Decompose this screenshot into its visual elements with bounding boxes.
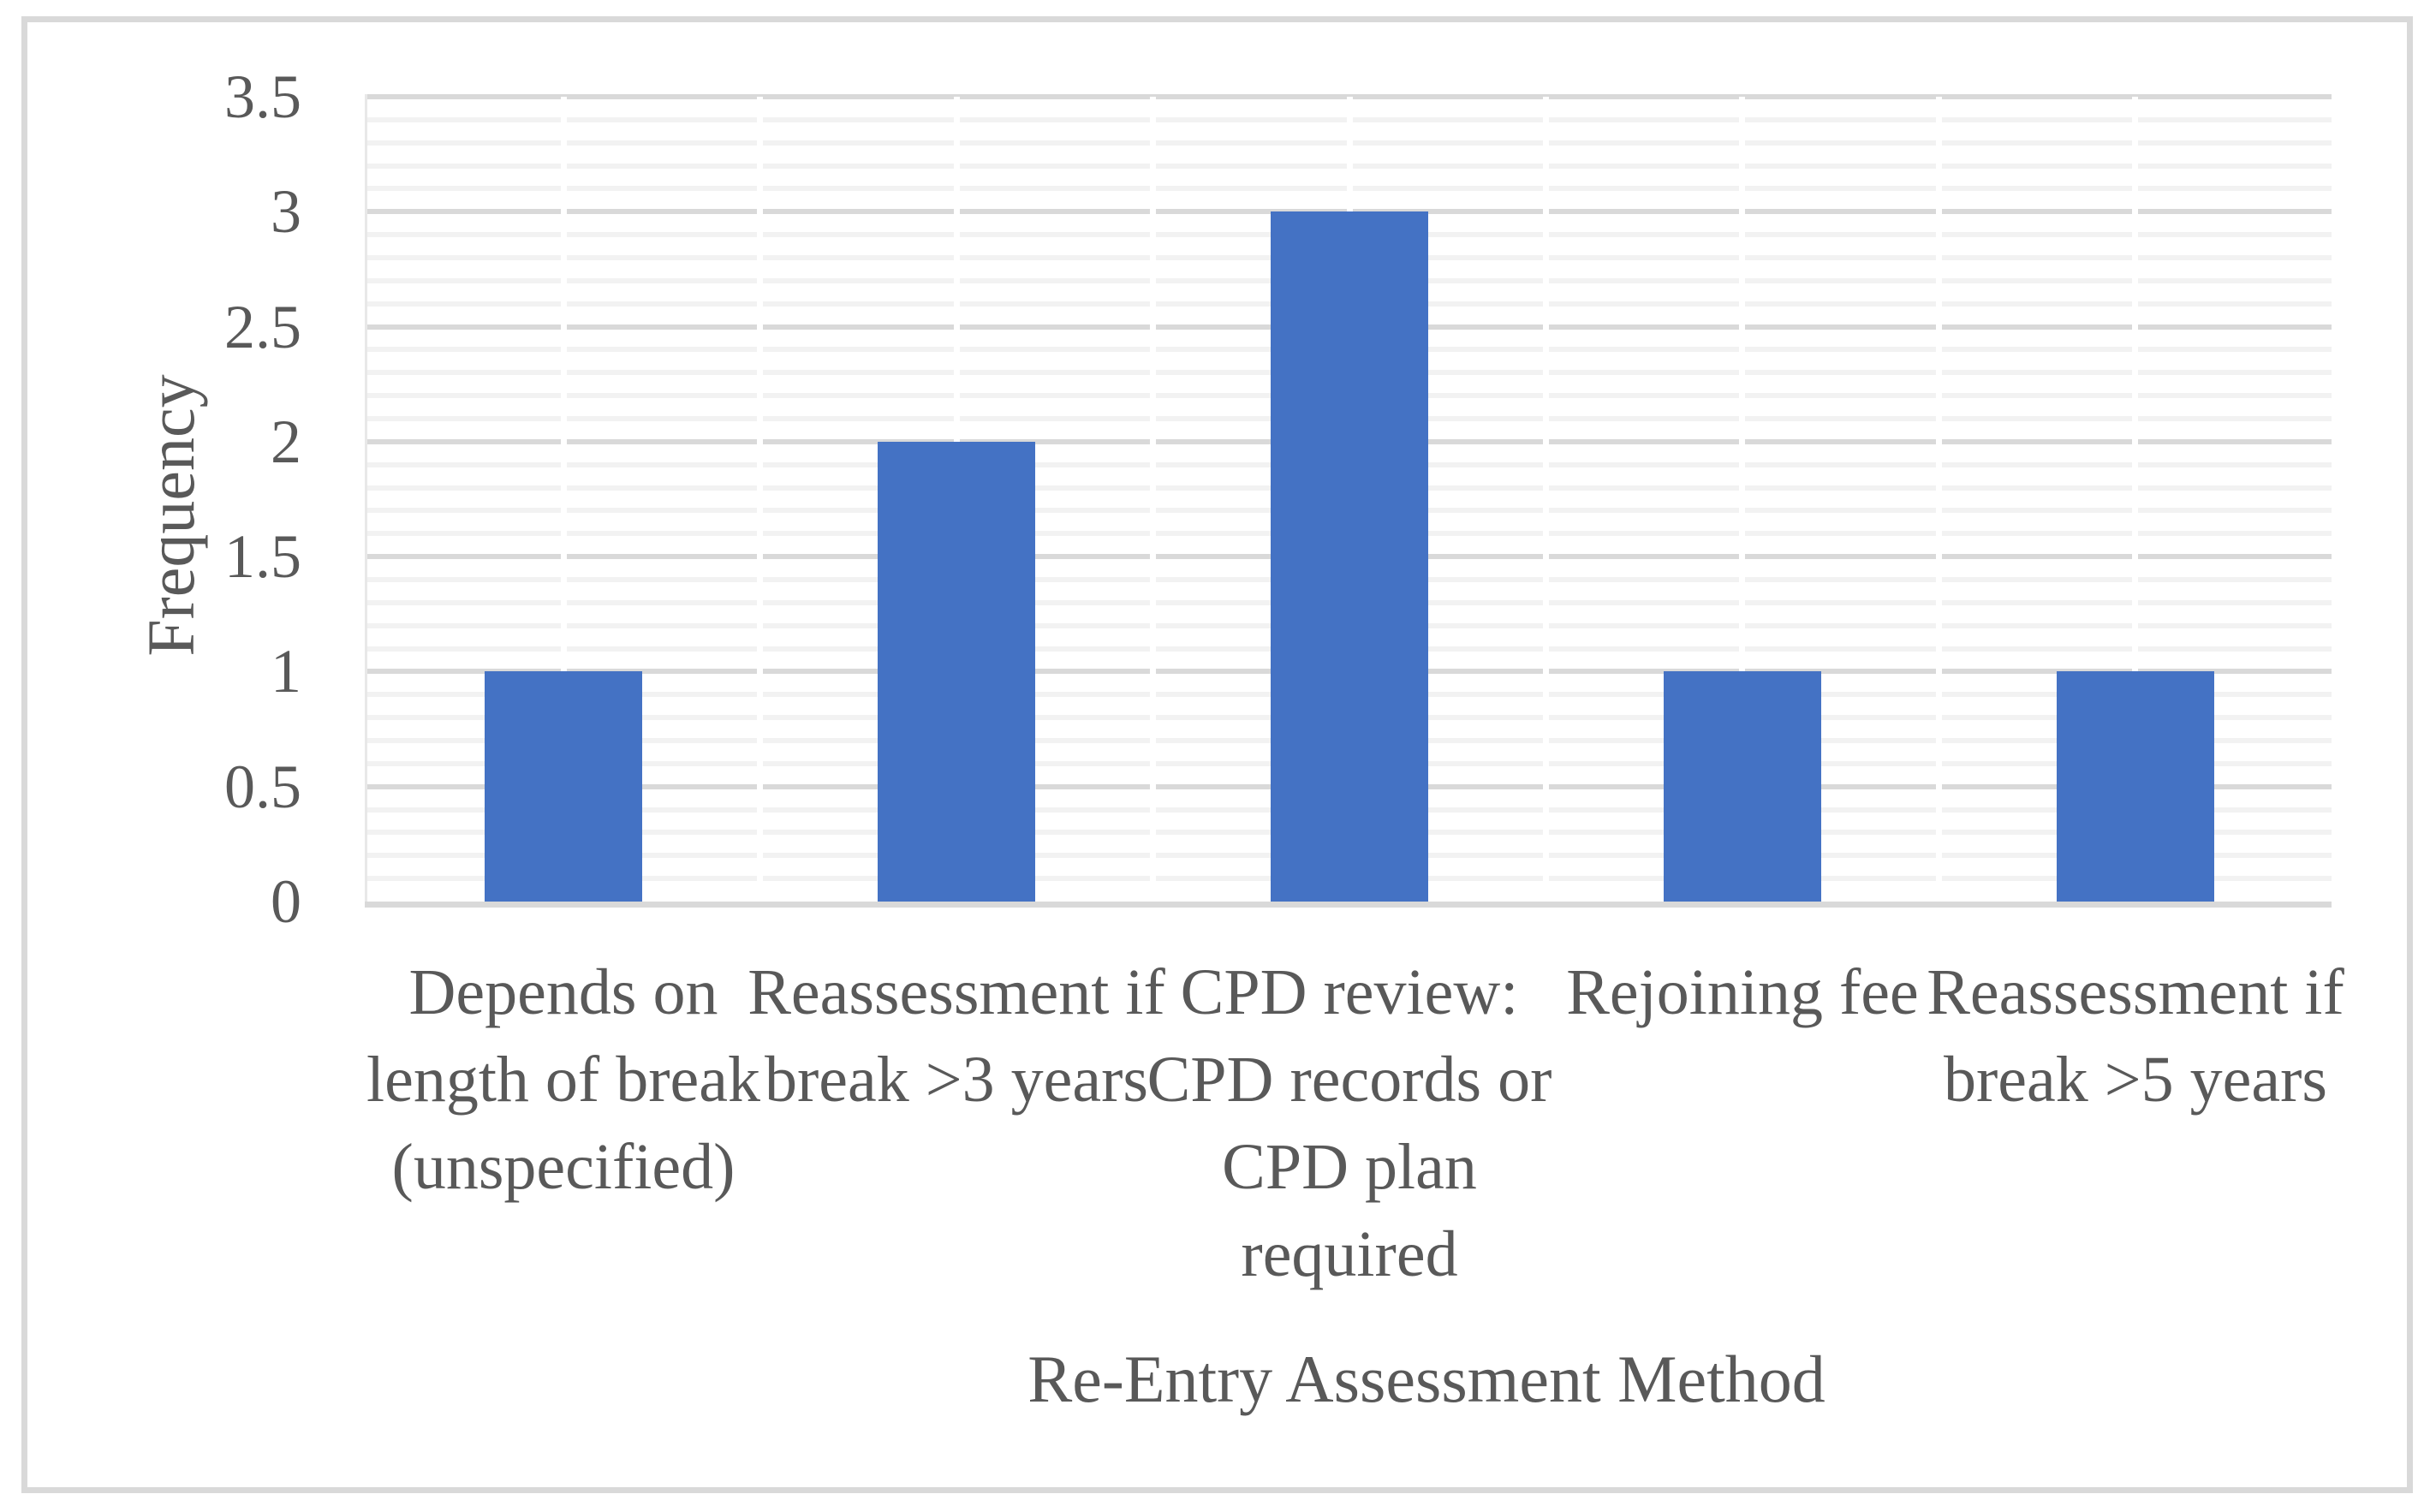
vertical-gridline [757,97,764,902]
vertical-gridline [1150,97,1157,902]
vertical-gridline [2132,97,2139,902]
vertical-gridline [560,97,567,902]
x-category-label: Reassessment if break >3 years [747,956,1165,1116]
x-axis-title: Re-Entry Assessment Method [1027,1342,1825,1416]
y-tick-label: 3 [271,177,301,247]
vertical-gridline [1739,97,1746,902]
vertical-gridline [1542,97,1549,902]
y-tick-label: 3.5 [224,63,301,131]
bar-category-5 [2057,671,2214,902]
y-axis-line [365,94,367,902]
y-tick-label: 0 [271,867,301,936]
y-tick-label: 1.5 [224,522,301,592]
x-category-label: Depends on length of break (unspecified) [366,956,761,1203]
bar-category-3 [1271,211,1428,902]
bar-category-1 [485,671,642,902]
x-axis-line [365,902,2332,908]
x-category-label: Reassessment if break >5 years [1927,956,2344,1116]
y-tick-label: 2 [271,407,301,476]
bar-category-4 [1664,671,1821,902]
bar-category-2 [878,442,1035,902]
y-tick-label: 2.5 [224,292,301,361]
plot-area [367,94,2332,902]
x-category-label: CPD review: CPD records or CPD plan requ… [1147,956,1552,1290]
x-category-label: Rejoining fee [1566,956,1919,1028]
y-tick-label: 0.5 [224,752,301,821]
vertical-gridline [1935,97,1942,902]
y-tick-label: 1 [271,637,301,706]
